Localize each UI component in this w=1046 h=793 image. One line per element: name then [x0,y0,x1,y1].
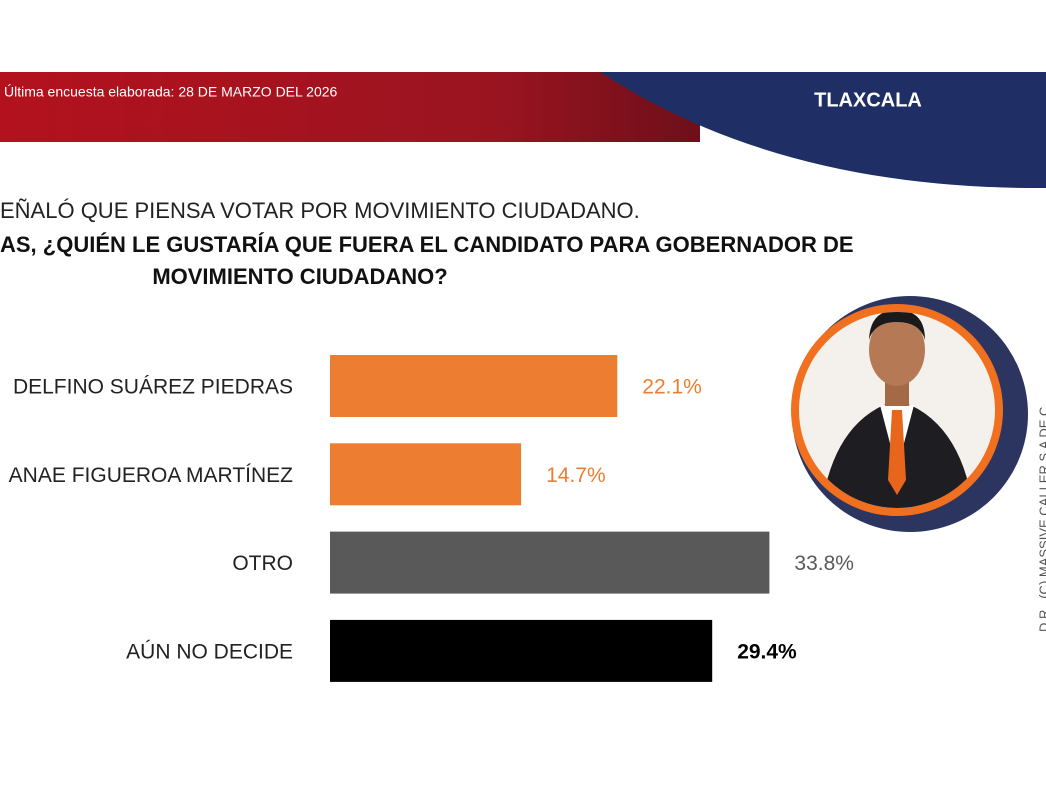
value-label: 14.7% [546,464,606,487]
question-line: EÑALÓ QUE PIENSA VOTAR POR MOVIMIENTO CI… [0,198,640,223]
question-line: AS, ¿QUIÉN LE GUSTARÍA QUE FUERA EL CAND… [0,232,854,257]
category-label: OTRO [232,552,293,575]
category-label: AÚN NO DECIDE [126,640,293,663]
value-label: 22.1% [642,376,702,399]
header-curve [600,72,1046,189]
category-label: DELFINO SUÁREZ PIEDRAS [13,376,293,399]
credit: D.R., (C) MASSIVE CALLER S.A DE C [1036,407,1046,632]
value-label: 33.8% [794,552,854,575]
bar [330,355,618,417]
bar [330,443,522,506]
header-band [0,72,700,142]
candidate-photo [791,296,1028,532]
value-label: 29.4% [737,640,797,663]
survey-date: Última encuesta elaborada: 28 DE MARZO D… [4,84,338,100]
region: TLAXCALA [814,89,922,111]
category-label: ANAE FIGUEROA MARTÍNEZ [9,464,293,487]
question-line: MOVIMIENTO CIUDADANO? [152,264,447,289]
bar [330,619,713,682]
bar [330,531,770,594]
